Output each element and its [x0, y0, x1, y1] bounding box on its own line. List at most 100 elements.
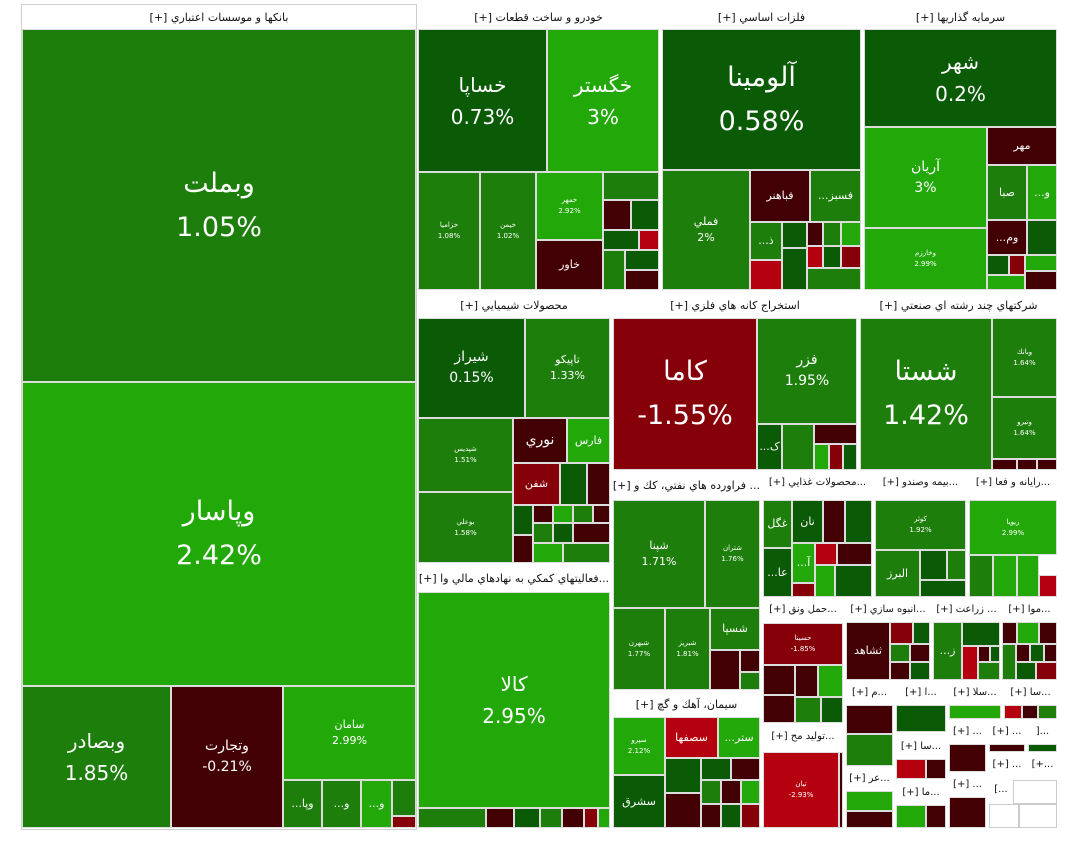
stock-tile[interactable]	[896, 705, 946, 732]
stock-tile[interactable]	[740, 650, 760, 672]
stock-tile[interactable]	[603, 250, 625, 290]
sector-header-banks[interactable]: بانکها و موسسات اعتباري [+]	[22, 5, 416, 29]
stock-tile[interactable]	[1013, 780, 1057, 804]
stock-tile[interactable]	[1017, 459, 1037, 470]
stock-tile[interactable]	[910, 644, 930, 662]
stock-tile[interactable]: ...و	[361, 780, 392, 828]
sector-header-agri[interactable]: ... زراعت [+]	[933, 600, 1000, 622]
stock-tile[interactable]	[701, 804, 721, 828]
stock-tile[interactable]: وبصادر 1.85%	[22, 686, 171, 828]
stock-tile[interactable]	[896, 759, 926, 779]
stock-tile[interactable]	[823, 246, 841, 268]
stock-tile[interactable]	[533, 543, 563, 563]
stock-tile[interactable]	[1022, 705, 1038, 719]
stock-tile[interactable]: شستا 1.42%	[860, 318, 992, 470]
stock-tile[interactable]	[701, 758, 731, 780]
stock-tile[interactable]: حسینا -1.85%	[763, 623, 843, 665]
stock-tile[interactable]	[992, 459, 1017, 470]
stock-tile[interactable]	[843, 444, 857, 470]
stock-tile[interactable]	[807, 246, 823, 268]
stock-tile[interactable]	[603, 200, 631, 230]
stock-tile[interactable]	[701, 780, 721, 804]
stock-tile[interactable]	[993, 555, 1017, 597]
stock-tile[interactable]	[782, 424, 814, 470]
stock-tile[interactable]	[949, 797, 986, 828]
stock-tile[interactable]	[1017, 622, 1039, 644]
sector-header-small[interactable]: ... [+]	[949, 775, 986, 797]
stock-tile[interactable]	[890, 644, 910, 662]
stock-tile[interactable]	[1028, 744, 1057, 752]
stock-tile[interactable]: شپديس 1.51%	[418, 418, 513, 492]
sector-header-small[interactable]: ...م [+]	[846, 683, 893, 705]
stock-tile[interactable]: وپاسار 2.42%	[22, 382, 416, 686]
stock-tile[interactable]: ...ک	[757, 424, 782, 470]
stock-tile[interactable]	[763, 665, 795, 695]
sector-header-cement[interactable]: سيمان، آهك و گچ [+]	[613, 692, 760, 717]
stock-tile[interactable]: سامان 2.99%	[283, 686, 416, 780]
stock-tile[interactable]	[795, 665, 818, 697]
stock-tile[interactable]	[821, 697, 843, 723]
stock-tile[interactable]	[750, 260, 782, 290]
stock-tile[interactable]: ...آ	[792, 543, 815, 583]
stock-tile[interactable]	[598, 808, 610, 828]
stock-tile[interactable]: خساپا 0.73%	[418, 29, 547, 172]
stock-tile[interactable]: فارس	[567, 418, 610, 463]
stock-tile[interactable]	[1025, 255, 1057, 271]
stock-tile[interactable]	[910, 662, 930, 680]
stock-tile[interactable]	[587, 463, 610, 505]
stock-tile[interactable]	[741, 804, 760, 828]
sector-header-oil[interactable]: ... فراورده هاي نفتي، كك و [+]	[613, 473, 760, 500]
stock-tile[interactable]: صبا	[987, 165, 1027, 220]
stock-tile[interactable]	[807, 268, 861, 290]
stock-tile[interactable]	[584, 808, 598, 828]
stock-tile[interactable]	[625, 250, 659, 270]
stock-tile[interactable]: شتران 1.76%	[705, 500, 760, 608]
stock-tile[interactable]	[795, 697, 821, 723]
sector-header-metals[interactable]: فلزات اساسي [+]	[662, 5, 861, 29]
stock-tile[interactable]	[1044, 644, 1057, 662]
sector-header-food[interactable]: ...محصولات غذايي [+]	[763, 473, 872, 500]
stock-tile[interactable]	[890, 622, 913, 644]
stock-tile[interactable]	[553, 523, 573, 543]
stock-tile[interactable]	[513, 535, 533, 563]
stock-tile[interactable]	[562, 808, 584, 828]
stock-tile[interactable]	[603, 172, 659, 200]
sector-header-housing[interactable]: ...انبوه سازي [+]	[846, 600, 930, 622]
stock-tile[interactable]: شبریز 1.81%	[665, 608, 710, 690]
stock-tile[interactable]	[721, 804, 741, 828]
stock-tile[interactable]	[1036, 662, 1057, 680]
stock-tile[interactable]: نوري	[513, 418, 567, 463]
stock-tile[interactable]	[987, 275, 1025, 290]
stock-tile[interactable]: سپرو 2.12%	[613, 717, 665, 775]
stock-tile[interactable]: غگل	[763, 500, 792, 548]
stock-tile[interactable]: آلومينا 0.58%	[662, 29, 861, 170]
stock-tile[interactable]	[553, 505, 573, 523]
stock-tile[interactable]	[978, 646, 990, 662]
stock-tile[interactable]	[989, 804, 1019, 828]
stock-tile[interactable]: ...عا	[763, 548, 792, 597]
stock-tile[interactable]	[1030, 644, 1044, 662]
stock-tile[interactable]: کاما -1.55%	[613, 318, 757, 470]
stock-tile[interactable]: خاور	[536, 240, 603, 290]
stock-tile[interactable]	[846, 791, 893, 811]
stock-tile[interactable]	[969, 555, 993, 597]
stock-tile[interactable]: کالا 2.95%	[418, 592, 610, 808]
stock-tile[interactable]	[1039, 575, 1057, 597]
stock-tile[interactable]: ...ستر	[718, 717, 760, 758]
stock-tile[interactable]: فملي 2%	[662, 170, 750, 290]
stock-tile[interactable]: وخارزم 2.99%	[864, 228, 987, 290]
stock-tile[interactable]: ...و	[322, 780, 361, 828]
stock-tile[interactable]	[540, 808, 562, 828]
stock-tile[interactable]	[814, 444, 829, 470]
stock-tile[interactable]	[1009, 255, 1025, 275]
stock-tile[interactable]	[823, 500, 845, 543]
stock-tile[interactable]	[829, 444, 843, 470]
stock-tile[interactable]	[989, 744, 1025, 752]
sector-header-small[interactable]: ...+]	[1028, 755, 1057, 777]
sector-header-production[interactable]: ...توليد مح [+]	[763, 727, 843, 752]
stock-tile[interactable]	[823, 222, 841, 246]
stock-tile[interactable]: ...وم	[987, 220, 1027, 255]
stock-tile[interactable]: خیمن 1.02%	[480, 172, 536, 290]
stock-tile[interactable]	[792, 583, 815, 597]
stock-tile[interactable]	[962, 622, 1000, 646]
